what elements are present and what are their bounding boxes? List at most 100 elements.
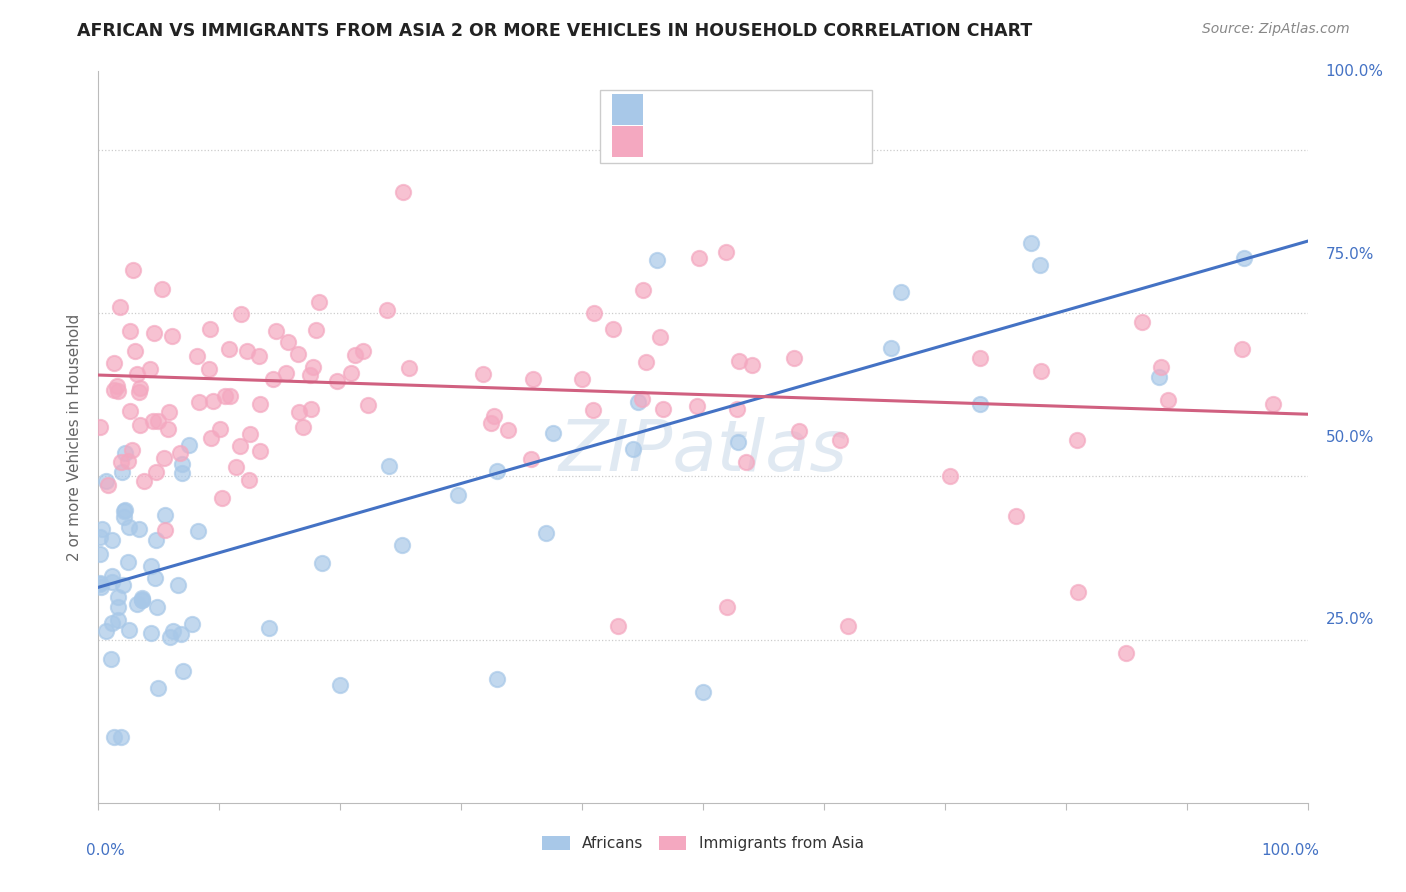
- Point: [105, 379, 128, 393]
- Text: 100.0%: 100.0%: [1326, 64, 1384, 78]
- Point: [225, 460, 247, 475]
- Point: [837, 619, 859, 633]
- FancyBboxPatch shape: [600, 90, 872, 163]
- Point: [1067, 585, 1090, 599]
- Text: AFRICAN VS IMMIGRANTS FROM ASIA 2 OR MORE VEHICLES IN HOUSEHOLD CORRELATION CHAR: AFRICAN VS IMMIGRANTS FROM ASIA 2 OR MOR…: [77, 22, 1032, 40]
- Point: [155, 508, 177, 522]
- Point: [181, 617, 204, 632]
- Point: [287, 347, 309, 361]
- Point: [686, 399, 709, 413]
- Point: [153, 450, 176, 465]
- Point: [146, 681, 169, 695]
- Point: [127, 597, 149, 611]
- Point: [741, 359, 763, 373]
- Point: [125, 368, 148, 382]
- Point: [1233, 252, 1256, 266]
- Text: 0.0%: 0.0%: [86, 843, 125, 858]
- Point: [1005, 508, 1028, 523]
- Y-axis label: 2 or more Vehicles in Household: 2 or more Vehicles in Household: [67, 313, 83, 561]
- Point: [344, 348, 367, 362]
- Point: [101, 615, 124, 630]
- Point: [482, 409, 505, 423]
- Point: [200, 431, 222, 445]
- Point: [131, 593, 153, 607]
- Point: [211, 491, 233, 506]
- Point: [735, 455, 758, 469]
- Point: [727, 435, 749, 450]
- Point: [631, 283, 654, 297]
- Point: [90, 522, 112, 536]
- Point: [117, 519, 139, 533]
- Point: [357, 399, 380, 413]
- Point: [90, 581, 112, 595]
- Point: [1261, 397, 1284, 411]
- Point: [329, 678, 352, 692]
- Point: [479, 416, 502, 430]
- Point: [716, 599, 738, 614]
- Point: [128, 522, 150, 536]
- Point: [486, 672, 509, 686]
- Point: [114, 503, 136, 517]
- Point: [266, 324, 288, 338]
- Point: [571, 372, 593, 386]
- Point: [94, 624, 117, 638]
- Point: [112, 504, 135, 518]
- Text: 75.0%: 75.0%: [1326, 247, 1374, 261]
- Text: 50.0%: 50.0%: [1326, 430, 1374, 444]
- Point: [146, 600, 169, 615]
- Point: [651, 402, 673, 417]
- Point: [100, 575, 122, 590]
- Point: [288, 405, 311, 419]
- Point: [534, 526, 557, 541]
- Point: [1029, 364, 1052, 378]
- Point: [156, 422, 179, 436]
- Point: [1147, 370, 1170, 384]
- Point: [447, 488, 470, 502]
- Point: [326, 375, 349, 389]
- Point: [291, 420, 314, 434]
- Text: R = -0.073   N =  111: R = -0.073 N = 111: [655, 132, 834, 150]
- Point: [107, 613, 129, 627]
- Point: [728, 354, 751, 368]
- Point: [249, 397, 271, 411]
- Point: [131, 593, 153, 607]
- Text: ZIPatlas: ZIPatlas: [558, 417, 848, 486]
- Point: [391, 537, 413, 551]
- Point: [107, 599, 129, 614]
- Point: [139, 625, 162, 640]
- Point: [124, 344, 146, 359]
- Point: [187, 524, 209, 538]
- Point: [111, 465, 134, 479]
- Point: [229, 307, 252, 321]
- Point: [150, 282, 173, 296]
- Point: [938, 469, 960, 483]
- Point: [100, 652, 122, 666]
- Point: [308, 294, 330, 309]
- Point: [142, 414, 165, 428]
- Point: [117, 555, 139, 569]
- Point: [299, 401, 322, 416]
- Point: [121, 442, 143, 457]
- Point: [392, 185, 415, 199]
- Text: 100.0%: 100.0%: [1261, 843, 1320, 858]
- FancyBboxPatch shape: [613, 126, 643, 157]
- Point: [153, 524, 176, 538]
- Point: [94, 474, 117, 488]
- Point: [650, 330, 672, 344]
- Point: [1115, 646, 1137, 660]
- Point: [166, 578, 188, 592]
- Point: [607, 619, 630, 633]
- Point: [118, 324, 141, 338]
- Point: [1150, 359, 1173, 374]
- Point: [97, 477, 120, 491]
- Point: [352, 343, 374, 358]
- Point: [311, 556, 333, 570]
- Point: [520, 452, 543, 467]
- Point: [485, 464, 508, 478]
- Point: [200, 321, 222, 335]
- Point: [214, 389, 236, 403]
- Point: [1130, 315, 1153, 329]
- Point: [631, 392, 654, 406]
- Point: [714, 245, 737, 260]
- Point: [177, 437, 200, 451]
